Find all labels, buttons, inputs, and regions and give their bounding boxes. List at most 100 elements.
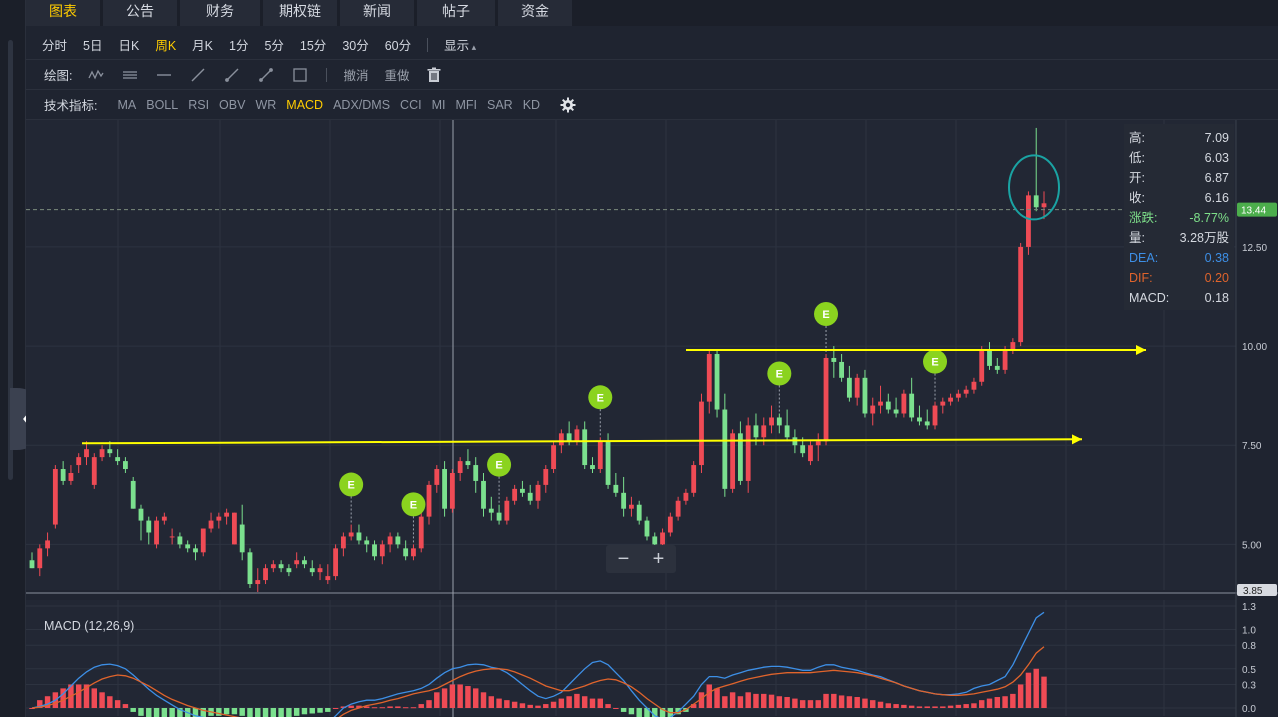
period-0[interactable]: 分时	[42, 39, 68, 53]
macd-bar	[169, 708, 175, 717]
indicator-wr[interactable]: WR	[255, 97, 277, 112]
info-row: DIF: 0.20	[1129, 268, 1229, 288]
macd-bar	[387, 706, 393, 708]
zoom-in-button[interactable]: +	[652, 548, 665, 570]
info-value: 3.28万股	[1179, 231, 1229, 245]
indicator-rsi[interactable]: RSI	[188, 97, 210, 112]
period-6[interactable]: 5分	[264, 39, 284, 53]
horizontal-line-icon[interactable]	[154, 66, 174, 84]
indicator-boll[interactable]: BOLL	[146, 97, 179, 112]
indicator-adx-dms[interactable]: ADX/DMS	[333, 97, 391, 112]
period-5[interactable]: 1分	[229, 39, 249, 53]
period-4[interactable]: 月K	[192, 39, 213, 53]
info-row: 高: 7.09	[1129, 128, 1229, 148]
display-menu[interactable]: 显示 ▴	[444, 35, 476, 54]
macd-bar	[940, 706, 946, 708]
period-2[interactable]: 日K	[118, 39, 140, 53]
candle-body	[426, 484, 432, 517]
macd-bar	[138, 708, 144, 716]
macd-bar	[472, 688, 479, 708]
period-8[interactable]: 30分	[342, 39, 369, 53]
info-value: 6.16	[1204, 191, 1229, 205]
trash-icon[interactable]	[424, 66, 444, 84]
candle-body	[1041, 203, 1047, 208]
segment-line-icon[interactable]	[256, 66, 276, 84]
candle-body	[302, 560, 307, 565]
macd-bar	[644, 708, 650, 717]
info-value: 6.03	[1204, 151, 1229, 165]
rectangle-icon-glyph	[293, 67, 308, 82]
indicator-mfi[interactable]: MFI	[455, 97, 477, 112]
zoom-out-button[interactable]: −	[617, 548, 630, 570]
candle-body	[473, 465, 479, 481]
period-9[interactable]: 60分	[384, 39, 412, 53]
macd-bar	[574, 693, 580, 708]
indicator-macd[interactable]: MACD	[286, 97, 324, 112]
macd-bar	[792, 698, 798, 708]
tab-6[interactable]: 资金	[498, 0, 572, 26]
tab-1[interactable]: 公告	[103, 0, 177, 26]
last-price-tag-label: 13.44	[1241, 206, 1266, 217]
segment-line-icon-glyph	[259, 67, 274, 82]
macd-bar	[130, 708, 136, 712]
indicator-kd[interactable]: KD	[522, 97, 541, 112]
macd-bar	[613, 708, 619, 709]
candle-body	[317, 568, 323, 573]
period-3[interactable]: 周K	[155, 39, 177, 53]
macd-bar	[846, 696, 853, 708]
candle-body	[893, 409, 899, 414]
parallel-lines-icon[interactable]	[120, 66, 140, 84]
gear-icon[interactable]	[558, 96, 578, 114]
toolbar-divider	[326, 67, 328, 82]
candle-body	[68, 472, 74, 481]
macd-bar	[325, 708, 331, 712]
candle-body	[605, 441, 611, 485]
trend-line-icon[interactable]	[188, 66, 208, 84]
candle-body	[247, 552, 253, 585]
macd-bar	[714, 688, 720, 708]
candle-body	[854, 377, 860, 398]
candle-body	[784, 425, 790, 438]
price-tick-label: 5.00	[1242, 540, 1262, 551]
wave-tool-icon-glyph	[88, 69, 105, 80]
rail-scrollbar[interactable]	[8, 40, 13, 480]
candle-body	[123, 461, 128, 470]
draw-toolbar: 绘图: 撤消 重做	[26, 60, 1278, 90]
indicator-ma[interactable]: MA	[117, 97, 137, 112]
period-1[interactable]: 5日	[83, 39, 103, 53]
candle-body	[325, 576, 331, 581]
macd-bar	[37, 700, 43, 708]
tab-5[interactable]: 帖子	[417, 0, 495, 26]
macd-bar	[356, 705, 362, 708]
ray-line-icon[interactable]	[222, 66, 242, 84]
tab-3[interactable]: 期权链	[263, 0, 337, 26]
candle-body	[878, 401, 883, 406]
last-price-tag	[1237, 202, 1277, 217]
tab-0[interactable]: 图表	[26, 0, 100, 26]
candle-body	[862, 377, 868, 414]
redo-button[interactable]: 重做	[384, 69, 410, 83]
tab-2[interactable]: 财务	[180, 0, 260, 26]
macd-bar	[1017, 684, 1024, 708]
indicator-sar[interactable]: SAR	[487, 97, 513, 112]
candle-body	[37, 548, 43, 569]
candle-body	[597, 441, 603, 470]
candle-body	[348, 532, 354, 537]
candle-body	[683, 492, 689, 501]
macd-bar	[543, 704, 549, 708]
macd-bar	[519, 703, 526, 708]
tab-4[interactable]: 新闻	[340, 0, 414, 26]
rectangle-icon[interactable]	[290, 66, 310, 84]
indicator-mi[interactable]: MI	[431, 97, 446, 112]
macd-bar	[340, 706, 347, 708]
indicator-obv[interactable]: OBV	[219, 97, 246, 112]
indicator-cci[interactable]: CCI	[400, 97, 422, 112]
event-marker-label: E	[931, 357, 938, 369]
period-7[interactable]: 15分	[299, 39, 327, 53]
macd-legend: MACD (12,26,9)	[44, 619, 135, 633]
wave-tool-icon[interactable]	[86, 66, 106, 84]
undo-button[interactable]: 撤消	[343, 69, 369, 83]
chart-area[interactable]: 5.00 7.50 10.00 12.50 0.0 0.3 0.5 0.8 1.0 1.3 13.4…	[0, 120, 1278, 717]
macd-bar	[955, 704, 962, 708]
macd-bar	[122, 704, 129, 708]
